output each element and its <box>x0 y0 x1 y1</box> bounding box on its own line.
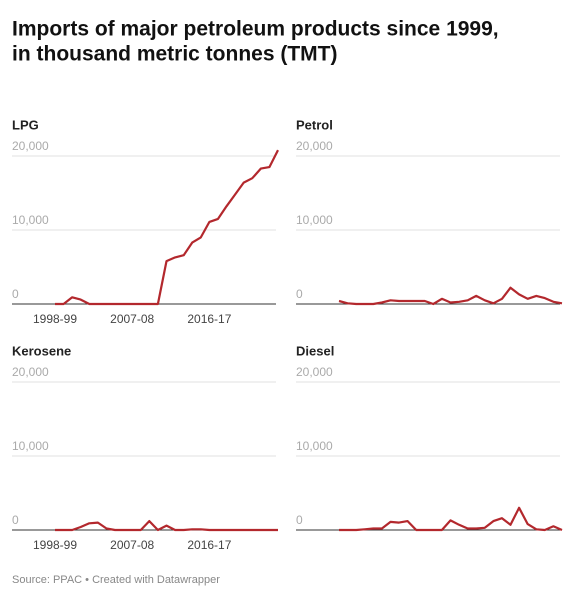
chart-title: in thousand metric tonnes (TMT) <box>12 43 338 66</box>
data-line <box>339 506 563 532</box>
y-tick-label: 10,000 <box>12 213 49 227</box>
x-tick-label: 2016-17 <box>187 538 231 552</box>
data-line <box>338 286 563 306</box>
y-tick-label: 20,000 <box>12 139 49 153</box>
panel-title: LPG <box>12 117 39 132</box>
x-tick-label: 2016-17 <box>187 312 231 326</box>
panel-title: Diesel <box>296 343 334 358</box>
x-tick-label: 2007-08 <box>110 538 154 552</box>
y-tick-label: 20,000 <box>296 365 333 379</box>
x-tick-label: 1998-99 <box>33 312 77 326</box>
y-tick-label: 0 <box>296 513 303 527</box>
panel-title: Kerosene <box>12 343 71 358</box>
panel-title: Petrol <box>296 117 333 132</box>
y-tick-label: 0 <box>296 287 303 301</box>
source: Source: PPAC • Created with Datawrapper <box>12 574 220 586</box>
y-tick-label: 10,000 <box>296 439 333 453</box>
y-tick-label: 10,000 <box>296 213 333 227</box>
data-line <box>55 149 279 306</box>
x-tick-label: 1998-99 <box>33 538 77 552</box>
y-tick-label: 0 <box>12 287 19 301</box>
chart-title: Imports of major petroleum products sinc… <box>12 18 499 41</box>
x-tick-label: 2007-08 <box>110 312 154 326</box>
y-tick-label: 0 <box>12 513 19 527</box>
y-tick-label: 10,000 <box>12 439 49 453</box>
data-line <box>55 520 278 532</box>
y-tick-label: 20,000 <box>296 139 333 153</box>
y-tick-label: 20,000 <box>12 365 49 379</box>
